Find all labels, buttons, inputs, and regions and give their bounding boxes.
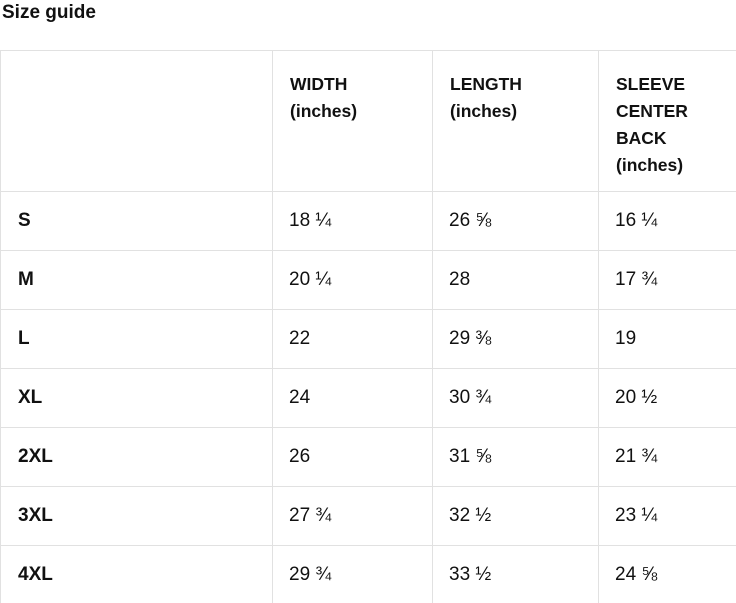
table-row-xl: XL 24 30 ¾ 20 ½ bbox=[0, 368, 736, 428]
size-guide-table-body: S 18 ¼ 26 ⅝ 16 ¼ M 20 ¼ 28 17 ¾ L 22 29 … bbox=[0, 191, 736, 603]
table-row-3xl: 3XL 27 ¾ 32 ½ 23 ¼ bbox=[0, 486, 736, 546]
size-guide-table: WIDTH (inches) LENGTH (inches) SLEEVE CE… bbox=[0, 50, 736, 603]
page-title: Size guide bbox=[2, 2, 96, 23]
length-value: 26 ⅝ bbox=[432, 191, 599, 251]
length-value: 28 bbox=[432, 250, 599, 310]
length-value: 33 ½ bbox=[432, 545, 599, 603]
size-label: 3XL bbox=[0, 486, 273, 546]
table-row-s: S 18 ¼ 26 ⅝ 16 ¼ bbox=[0, 191, 736, 251]
sleeve-center-back-value: 16 ¼ bbox=[598, 191, 736, 251]
width-value: 26 bbox=[272, 427, 433, 487]
size-guide-table-header: WIDTH (inches) LENGTH (inches) SLEEVE CE… bbox=[0, 50, 736, 192]
header-row: WIDTH (inches) LENGTH (inches) SLEEVE CE… bbox=[0, 50, 736, 192]
size-label: L bbox=[0, 309, 273, 369]
width-value: 22 bbox=[272, 309, 433, 369]
size-label: XL bbox=[0, 368, 273, 428]
table-row-2xl: 2XL 26 31 ⅝ 21 ¾ bbox=[0, 427, 736, 487]
table-row-m: M 20 ¼ 28 17 ¾ bbox=[0, 250, 736, 310]
width-value: 24 bbox=[272, 368, 433, 428]
sleeve-center-back-value: 17 ¾ bbox=[598, 250, 736, 310]
sleeve-center-back-value: 24 ⅝ bbox=[598, 545, 736, 603]
width-value: 20 ¼ bbox=[272, 250, 433, 310]
sleeve-center-back-value: 21 ¾ bbox=[598, 427, 736, 487]
length-value: 30 ¾ bbox=[432, 368, 599, 428]
width-value: 18 ¼ bbox=[272, 191, 433, 251]
size-label: 2XL bbox=[0, 427, 273, 487]
table-row-l: L 22 29 ⅜ 19 bbox=[0, 309, 736, 369]
size-label: S bbox=[0, 191, 273, 251]
sleeve-center-back-value: 23 ¼ bbox=[598, 486, 736, 546]
size-label: M bbox=[0, 250, 273, 310]
sleeve-center-back-value: 20 ½ bbox=[598, 368, 736, 428]
column-header-width: WIDTH (inches) bbox=[272, 50, 433, 192]
length-value: 32 ½ bbox=[432, 486, 599, 546]
width-value: 27 ¾ bbox=[272, 486, 433, 546]
width-value: 29 ¾ bbox=[272, 545, 433, 603]
length-value: 29 ⅜ bbox=[432, 309, 599, 369]
size-label: 4XL bbox=[0, 545, 273, 603]
sleeve-center-back-value: 19 bbox=[598, 309, 736, 369]
column-header-length: LENGTH (inches) bbox=[432, 50, 599, 192]
length-value: 31 ⅝ bbox=[432, 427, 599, 487]
column-header-sleeve-center-back: SLEEVE CENTER BACK (inches) bbox=[598, 50, 736, 192]
column-header-size bbox=[0, 50, 273, 192]
table-row-4xl: 4XL 29 ¾ 33 ½ 24 ⅝ bbox=[0, 545, 736, 603]
